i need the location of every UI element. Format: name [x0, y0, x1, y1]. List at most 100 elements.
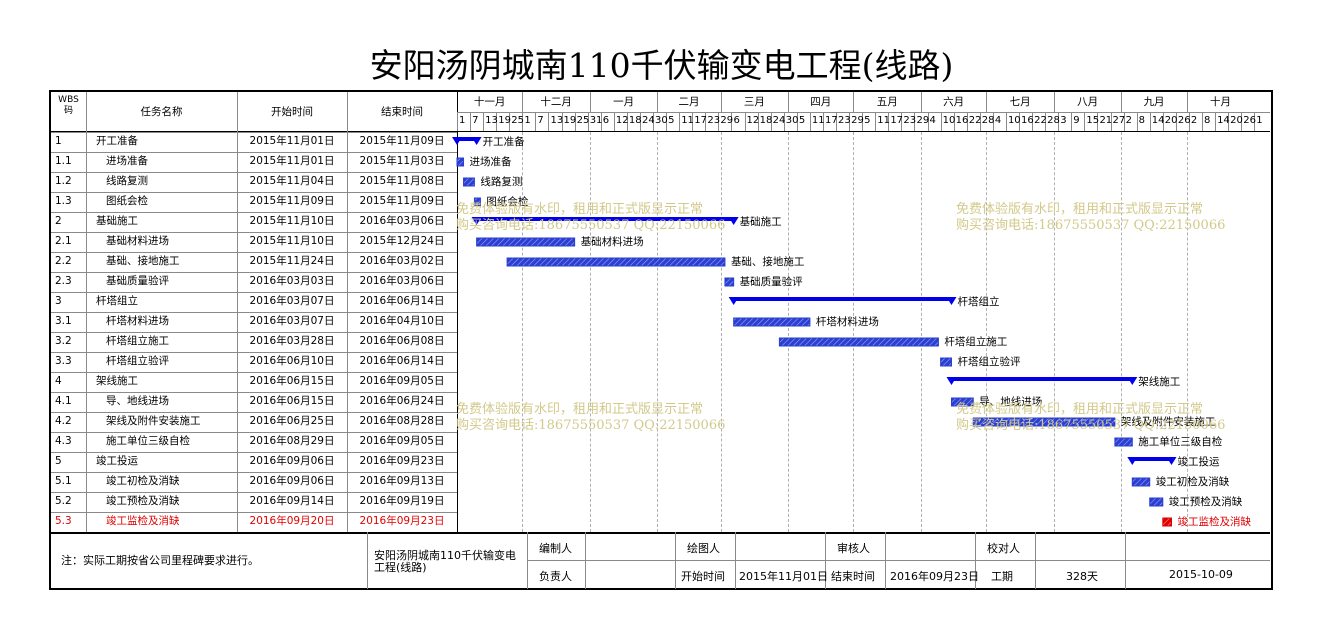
header-divider — [51, 131, 1270, 132]
day-tick — [470, 112, 472, 131]
day-tick — [496, 112, 498, 131]
task-name: 杆塔组立 — [96, 295, 138, 307]
row-divider — [51, 212, 457, 213]
task-wbs: 3.3 — [55, 355, 72, 367]
value-end: 2016年09月23日 — [890, 570, 979, 583]
gantt-bar-label: 杆塔组立施工 — [944, 336, 1008, 348]
day-tick — [901, 112, 903, 131]
footer-project: 安阳汤阴城南110千伏输变电工程(线路) — [374, 549, 516, 574]
timescale-day: 11 — [877, 115, 890, 126]
timescale-day: 19 — [498, 115, 511, 126]
day-tick — [809, 112, 811, 131]
day-tick — [1123, 112, 1125, 131]
task-wbs: 4 — [55, 375, 62, 387]
gantt-task-bar — [473, 197, 481, 207]
task-wbs: 4.1 — [55, 395, 72, 407]
task-end: 2016年06月14日 — [359, 295, 445, 307]
month-gridline — [788, 132, 790, 532]
row-divider — [51, 452, 457, 453]
day-tick — [653, 112, 655, 131]
month-divider — [720, 92, 722, 112]
gantt-task-bar — [950, 397, 974, 407]
task-start: 2015年11月09日 — [249, 195, 335, 207]
task-name: 导、地线进场 — [106, 395, 169, 407]
gantt-grid — [51, 92, 1271, 589]
timescale-day: 25 — [511, 115, 524, 126]
day-tick — [692, 112, 694, 131]
timescale-day: 8 — [1204, 115, 1211, 126]
day-tick — [1162, 112, 1164, 131]
timescale-day: 25 — [576, 115, 590, 126]
month-gridline — [1121, 132, 1123, 532]
timescale-day: 17 — [890, 115, 904, 126]
row-divider — [51, 132, 457, 133]
row-divider — [51, 252, 457, 253]
day-tick — [757, 112, 759, 131]
task-start: 2016年03月03日 — [249, 275, 335, 287]
timescale-day: 3 — [1060, 115, 1067, 126]
month-divider — [657, 92, 659, 112]
gantt-bar-label: 图纸会检 — [486, 196, 529, 208]
day-tick — [509, 112, 511, 131]
day-tick — [679, 112, 681, 131]
month-divider — [920, 92, 922, 112]
gantt-summary-bar — [452, 137, 482, 145]
task-wbs: 3.1 — [55, 315, 72, 327]
month-divider — [522, 92, 524, 112]
month-gridline — [589, 132, 591, 532]
task-name: 架线及附件安装施工 — [106, 415, 201, 427]
task-end: 2016年06月24日 — [359, 395, 445, 407]
task-name: 线路复测 — [106, 175, 148, 187]
task-end: 2016年09月05日 — [359, 375, 445, 387]
task-wbs: 5 — [55, 455, 62, 467]
timescale-month: 五月 — [876, 96, 898, 108]
day-tick — [1005, 112, 1007, 131]
gantt-bar-label: 开工准备 — [482, 136, 525, 148]
task-wbs: 4.3 — [55, 435, 72, 447]
task-name: 图纸会检 — [106, 195, 148, 207]
task-start: 2016年06月15日 — [249, 375, 335, 387]
timescale-day: 6 — [733, 115, 740, 126]
task-name: 进场准备 — [106, 155, 148, 167]
timescale-day: 28 — [1047, 115, 1060, 126]
row-divider — [51, 272, 457, 273]
day-tick — [783, 112, 785, 131]
gantt-task-bar — [733, 317, 811, 327]
task-start: 2016年03月28日 — [249, 335, 335, 347]
gantt-task-bar — [463, 177, 475, 187]
row-divider — [51, 392, 457, 393]
timescale-day: 20 — [1230, 115, 1243, 126]
month-gridline — [720, 132, 722, 532]
label-duration: 工期 — [991, 570, 1013, 583]
label-fuze: 负责人 — [539, 570, 572, 583]
task-wbs: 5.2 — [55, 495, 72, 507]
task-wbs: 2 — [55, 215, 62, 227]
timescale-day: 18 — [759, 115, 773, 126]
gantt-chart — [452, 137, 1177, 527]
day-tick — [836, 112, 838, 131]
task-end: 2016年06月14日 — [359, 355, 445, 367]
month-divider — [589, 92, 591, 112]
day-tick — [587, 112, 589, 131]
row-divider — [51, 232, 457, 233]
timescale-day: 16 — [1021, 115, 1034, 126]
timescale-day: 23 — [903, 115, 917, 126]
timescale-day: 15 — [1086, 115, 1100, 126]
gantt-bar-label: 杆塔组立验评 — [957, 356, 1021, 368]
page-title: 安阳汤阴城南110千伏输变电工程(线路) — [369, 46, 954, 85]
task-name: 基础施工 — [96, 215, 138, 227]
day-tick — [1228, 112, 1230, 131]
day-tick — [979, 112, 981, 131]
month-divider — [853, 92, 855, 112]
timescale-day: 23 — [707, 115, 721, 126]
day-tick — [561, 112, 563, 131]
day-tick — [731, 112, 733, 131]
day-tick — [705, 112, 707, 131]
timescale-divider — [457, 112, 1270, 113]
task-end: 2016年09月23日 — [359, 455, 445, 467]
day-tick — [888, 112, 890, 131]
row-divider — [51, 472, 457, 473]
day-tick — [875, 112, 877, 131]
timescale-day: 12 — [615, 115, 629, 126]
row-divider — [51, 172, 457, 173]
